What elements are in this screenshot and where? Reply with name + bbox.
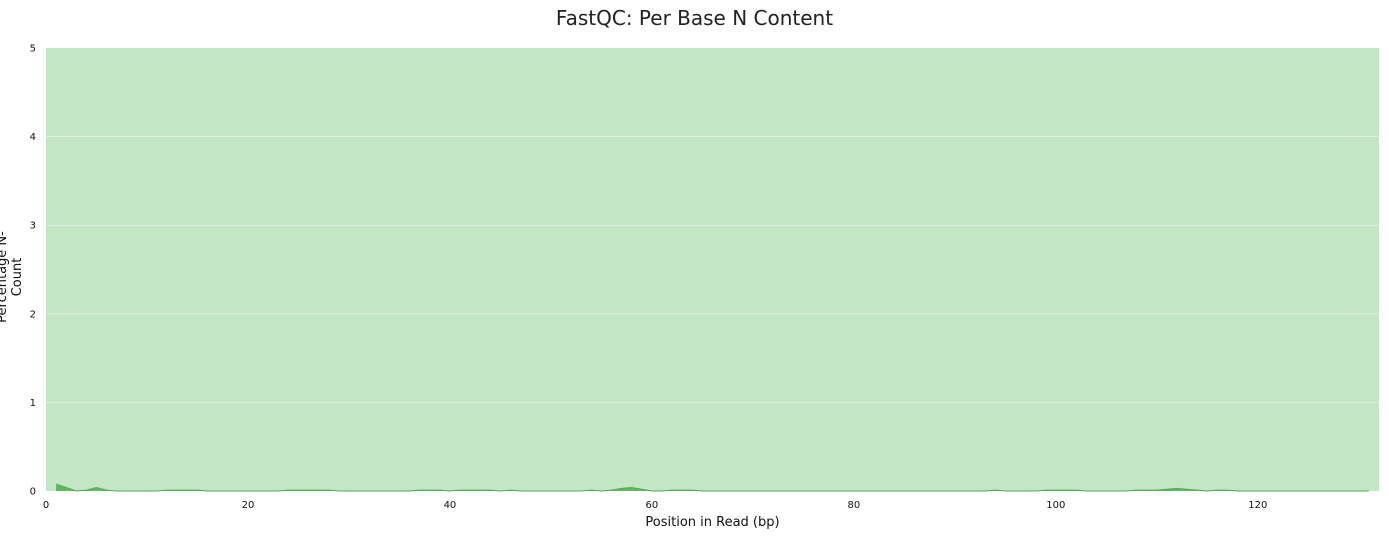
x-tick-label: 20 [242, 500, 255, 511]
y-tick-label: 1 [30, 398, 36, 409]
y-axis-label: Percentage N-Count [0, 231, 25, 323]
y-tick-label: 3 [30, 221, 36, 232]
x-tick-label: 80 [848, 500, 861, 511]
y-tick-label: 5 [30, 44, 36, 55]
x-tick-label: 0 [43, 500, 49, 511]
x-tick-label: 120 [1248, 500, 1267, 511]
x-axis-label: Position in Read (bp) [645, 515, 780, 530]
pass-zone-band [46, 48, 1379, 491]
x-tick-label: 40 [444, 500, 457, 511]
series-line [55, 483, 1369, 492]
x-tick-label: 100 [1046, 500, 1065, 511]
chart-title: FastQC: Per Base N Content [555, 6, 834, 30]
x-tick-label: 60 [646, 500, 659, 511]
y-tick-label: 0 [30, 487, 36, 498]
y-tick-label: 4 [30, 132, 36, 143]
y-tick-label: 2 [30, 309, 36, 320]
